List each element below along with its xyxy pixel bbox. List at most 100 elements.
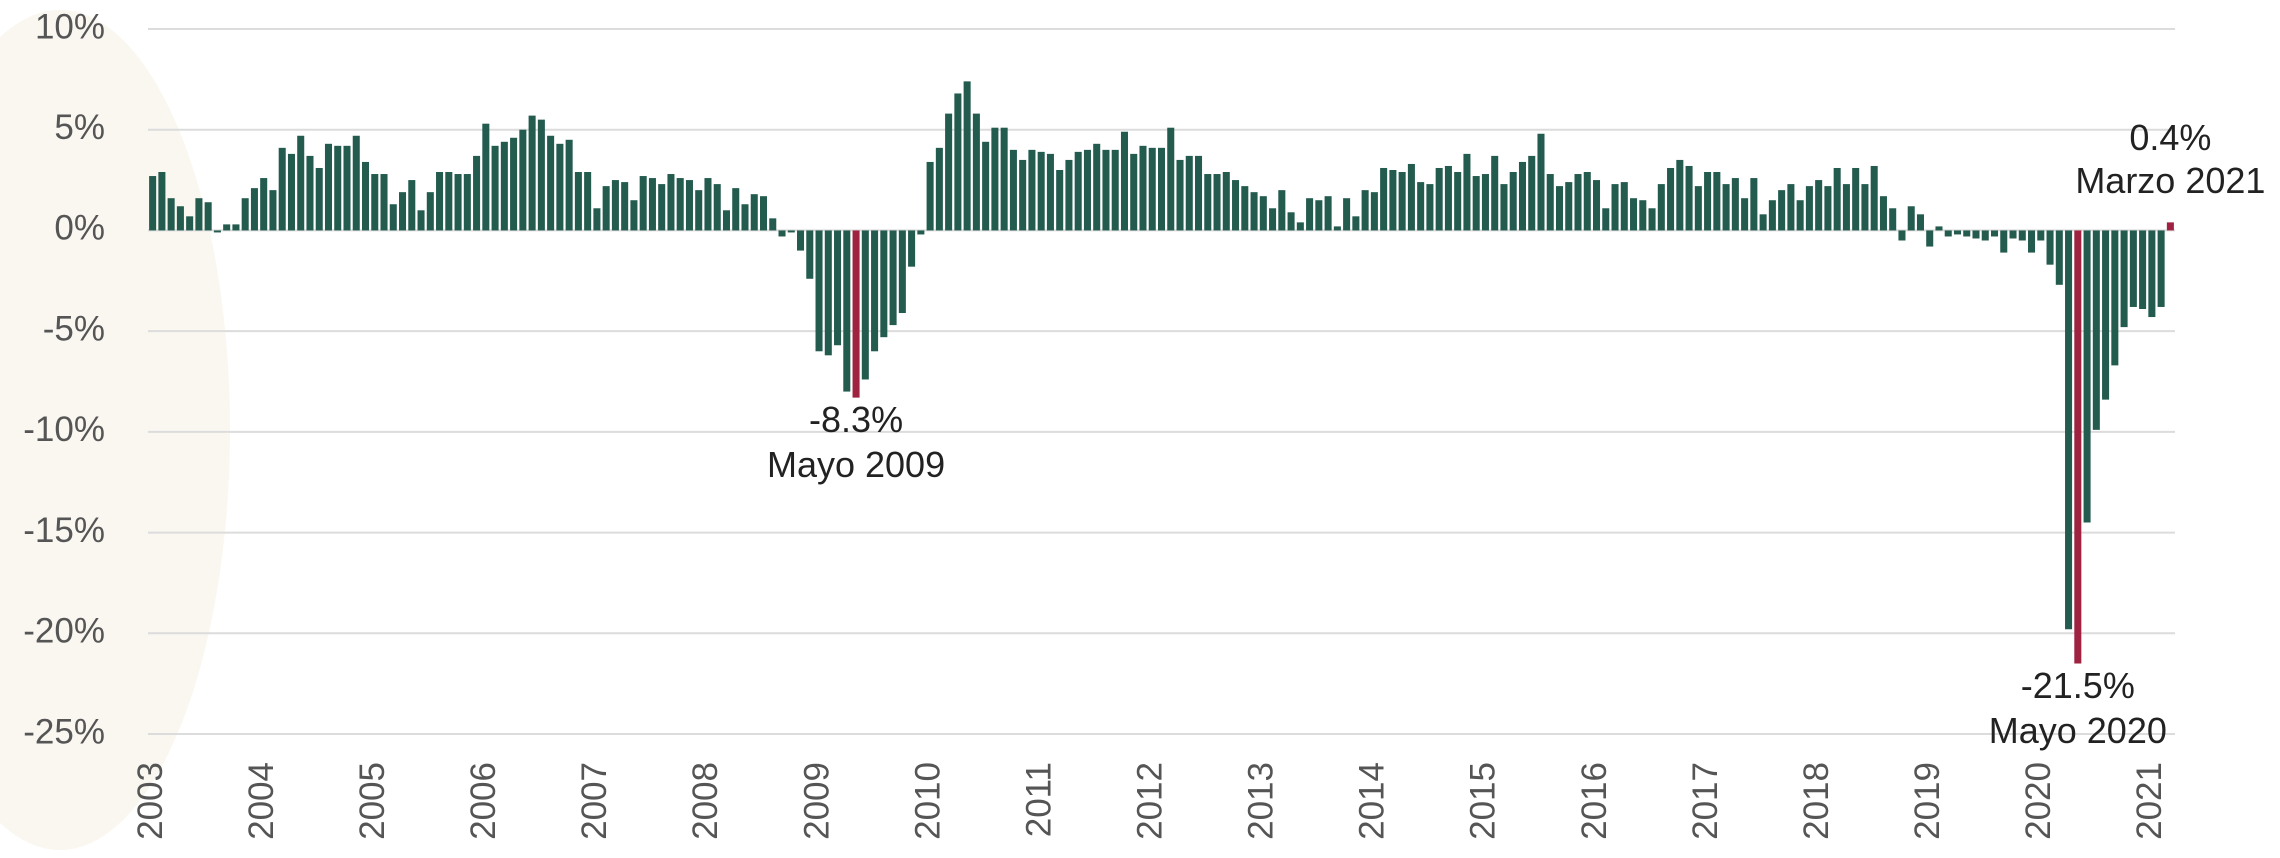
- bar: [1815, 180, 1823, 231]
- bar: [843, 230, 851, 392]
- value-label: -21.5%: [2021, 665, 2135, 706]
- bar: [945, 113, 953, 231]
- bar: [1111, 149, 1119, 231]
- bar: [787, 230, 795, 233]
- x-tick-label: 2018: [1797, 762, 1836, 840]
- y-tick-label: -10%: [23, 410, 105, 449]
- bar: [2018, 230, 2026, 241]
- bar: [1916, 214, 1924, 231]
- bar: [1768, 200, 1776, 231]
- bar: [991, 127, 999, 231]
- bar: [1518, 161, 1526, 231]
- bar: [584, 172, 592, 231]
- bar: [1083, 149, 1091, 231]
- bar: [500, 141, 508, 231]
- bar: [1074, 151, 1082, 231]
- bar: [1676, 159, 1684, 231]
- bar: [482, 123, 490, 231]
- bar: [519, 129, 527, 231]
- value-label: 0.4%: [2129, 117, 2211, 158]
- bar: [732, 188, 740, 231]
- bar: [1593, 180, 1601, 231]
- y-tick-label: 5%: [54, 108, 105, 147]
- bar: [1953, 230, 1962, 235]
- bar: [593, 208, 601, 231]
- bar: [1963, 230, 1971, 237]
- bar: [1583, 172, 1591, 231]
- bar: [935, 147, 943, 231]
- bar: [223, 224, 231, 231]
- bar: [1037, 151, 1045, 231]
- bar: [861, 230, 869, 380]
- bar: [1222, 172, 1230, 231]
- bar: [176, 206, 184, 231]
- annotation: Mayo 2020: [1989, 710, 2167, 751]
- bar: [436, 172, 444, 231]
- bar: [1370, 192, 1378, 231]
- bar: [1898, 230, 1906, 241]
- bar: [1648, 208, 1656, 231]
- bar: [352, 135, 360, 231]
- bar: [1704, 172, 1712, 231]
- bar: [1722, 184, 1730, 231]
- bar: [528, 115, 536, 231]
- bar: [815, 230, 823, 352]
- bar: [621, 182, 629, 231]
- bar: [463, 174, 471, 231]
- x-tick-label: 2015: [1464, 762, 1503, 840]
- bar: [1907, 206, 1915, 231]
- x-tick-label: 2019: [1908, 762, 1947, 840]
- bar: [2083, 230, 2091, 523]
- bar: [204, 202, 212, 231]
- x-tick-label: 2007: [575, 762, 614, 840]
- bar: [1435, 167, 1443, 231]
- bar: [750, 194, 758, 231]
- x-tick-label: 2021: [2130, 762, 2169, 840]
- bar: [852, 230, 860, 398]
- bar: [1130, 153, 1138, 231]
- bar: [1120, 131, 1128, 231]
- bar: [880, 230, 888, 338]
- bar: [898, 230, 906, 314]
- x-tick-label: 2004: [242, 762, 281, 840]
- annotation: Marzo 2021: [2075, 160, 2265, 201]
- x-tick-label: 2014: [1353, 762, 1392, 840]
- bar: [695, 190, 703, 231]
- y-tick-label: 0%: [54, 209, 105, 248]
- bar: [1778, 190, 1786, 231]
- bar: [1759, 214, 1767, 231]
- bar: [1472, 176, 1480, 231]
- y-tick-label: -20%: [23, 612, 105, 651]
- bar: [1602, 208, 1610, 231]
- bar: [1407, 163, 1415, 231]
- bar: [1528, 155, 1536, 231]
- bar: [158, 172, 166, 231]
- bar: [1417, 182, 1425, 231]
- bar: [611, 180, 619, 231]
- bar: [315, 167, 323, 231]
- bar: [213, 230, 221, 233]
- bar: [2092, 230, 2100, 430]
- y-tick-label: 10%: [35, 7, 105, 46]
- bar: [1009, 149, 1017, 231]
- bar: [454, 174, 462, 231]
- bar: [445, 172, 453, 231]
- bar: [565, 139, 573, 231]
- bar: [1796, 200, 1804, 231]
- x-tick-label: 2005: [353, 762, 392, 840]
- x-tick-label: 2009: [797, 762, 836, 840]
- bar: [602, 186, 610, 231]
- bar: [1287, 212, 1295, 231]
- bar: [334, 145, 342, 231]
- bar: [269, 190, 277, 231]
- bar: [1333, 226, 1341, 231]
- bar: [1046, 153, 1054, 231]
- bar: [1454, 172, 1462, 231]
- bar: [1824, 186, 1832, 231]
- bar: [287, 153, 295, 231]
- bar: [297, 135, 305, 231]
- bar: [1213, 174, 1221, 231]
- bar: [1491, 155, 1499, 231]
- bar: [1685, 165, 1693, 231]
